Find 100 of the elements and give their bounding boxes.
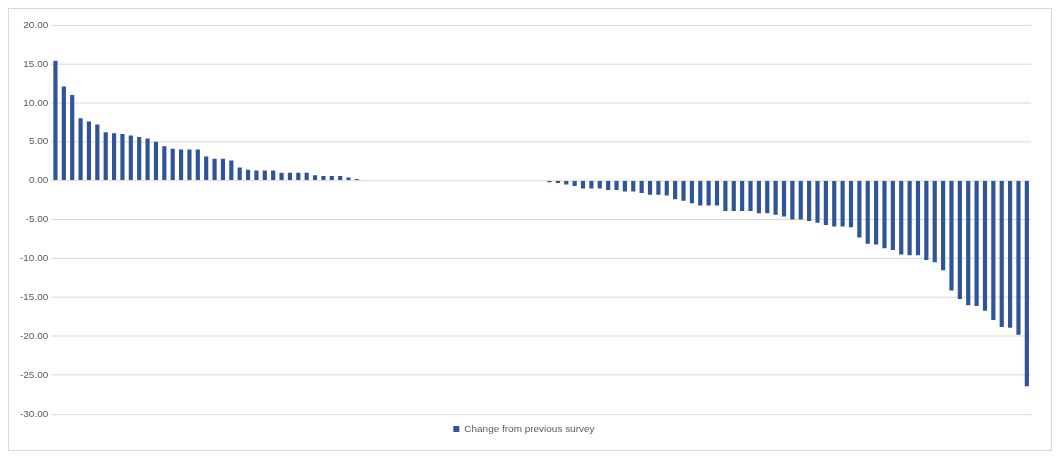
bar (874, 181, 879, 245)
bar (664, 181, 669, 196)
bar (262, 170, 267, 181)
bar (111, 133, 117, 181)
bar (848, 181, 854, 228)
bar (974, 181, 979, 306)
bar (714, 181, 720, 206)
bar (773, 181, 778, 215)
bar (271, 170, 276, 181)
bar (698, 181, 703, 206)
bar (564, 181, 569, 185)
bar (170, 148, 175, 181)
y-tick-label: 0.00 (28, 174, 49, 186)
bar (287, 172, 293, 181)
bar (1016, 181, 1021, 335)
y-tick-label: 10.00 (23, 96, 49, 108)
bar (321, 175, 326, 181)
bar (95, 124, 100, 181)
bar (924, 181, 929, 261)
bar (982, 181, 988, 311)
bar (865, 181, 870, 244)
bar (840, 181, 845, 227)
bar (1008, 181, 1013, 328)
bar (304, 172, 309, 181)
bar (53, 60, 58, 181)
bar (647, 181, 653, 195)
bar (673, 181, 678, 200)
bar (103, 132, 108, 181)
bar (606, 181, 611, 190)
bar (899, 181, 904, 255)
bar (966, 181, 971, 306)
bar (245, 169, 251, 181)
bar (120, 133, 125, 181)
bar (882, 181, 887, 249)
bar (145, 138, 150, 181)
bar (815, 181, 820, 223)
bar (312, 175, 318, 181)
bar (740, 181, 745, 211)
bar (723, 181, 728, 211)
bar (162, 146, 167, 181)
bar (1024, 181, 1029, 387)
bar (86, 121, 92, 181)
bar (907, 181, 912, 256)
bar (589, 181, 594, 189)
bar (932, 181, 937, 263)
y-tick-label: -20.00 (20, 330, 49, 342)
bar (128, 135, 133, 181)
bar (999, 181, 1004, 327)
bar (178, 149, 184, 181)
bar (915, 181, 921, 256)
bar (957, 181, 962, 299)
bar (790, 181, 795, 220)
bar (689, 181, 694, 204)
bar (731, 181, 736, 211)
bar (346, 177, 351, 181)
bar (941, 181, 946, 271)
bar (656, 181, 661, 195)
bar (237, 167, 242, 181)
bar (597, 181, 602, 189)
bar (991, 181, 996, 320)
bar (212, 158, 217, 181)
y-tick-label: 5.00 (28, 135, 49, 147)
bar (639, 181, 644, 194)
bar (890, 181, 895, 250)
bar (78, 118, 83, 181)
bar (681, 181, 686, 201)
bar (949, 181, 954, 291)
bar (765, 181, 770, 214)
y-tick-label: -25.00 (20, 368, 49, 380)
bar (229, 160, 234, 181)
bar (137, 137, 142, 181)
bar (807, 181, 812, 222)
bar (622, 181, 627, 192)
bar (580, 181, 586, 189)
bar (61, 86, 66, 181)
bar (296, 172, 301, 181)
bar (187, 149, 192, 181)
bar (823, 181, 828, 225)
y-tick-label: -5.00 (25, 213, 49, 225)
bar (781, 181, 787, 217)
bar (614, 181, 619, 190)
bar (631, 181, 636, 192)
bar (204, 156, 209, 181)
bar (195, 149, 200, 181)
y-tick-label: -10.00 (20, 252, 49, 264)
bar (220, 158, 226, 181)
bar (254, 170, 259, 181)
y-tick-label: -30.00 (20, 407, 49, 419)
bar (857, 181, 862, 238)
bar (798, 181, 803, 220)
bar (748, 181, 753, 211)
bar (153, 141, 159, 181)
bar (572, 181, 577, 187)
bar (279, 172, 284, 181)
bar (756, 181, 761, 214)
y-tick-label: -15.00 (20, 291, 49, 303)
bar (338, 175, 343, 181)
bar (706, 181, 711, 206)
bar (832, 181, 837, 227)
bar (329, 175, 334, 181)
